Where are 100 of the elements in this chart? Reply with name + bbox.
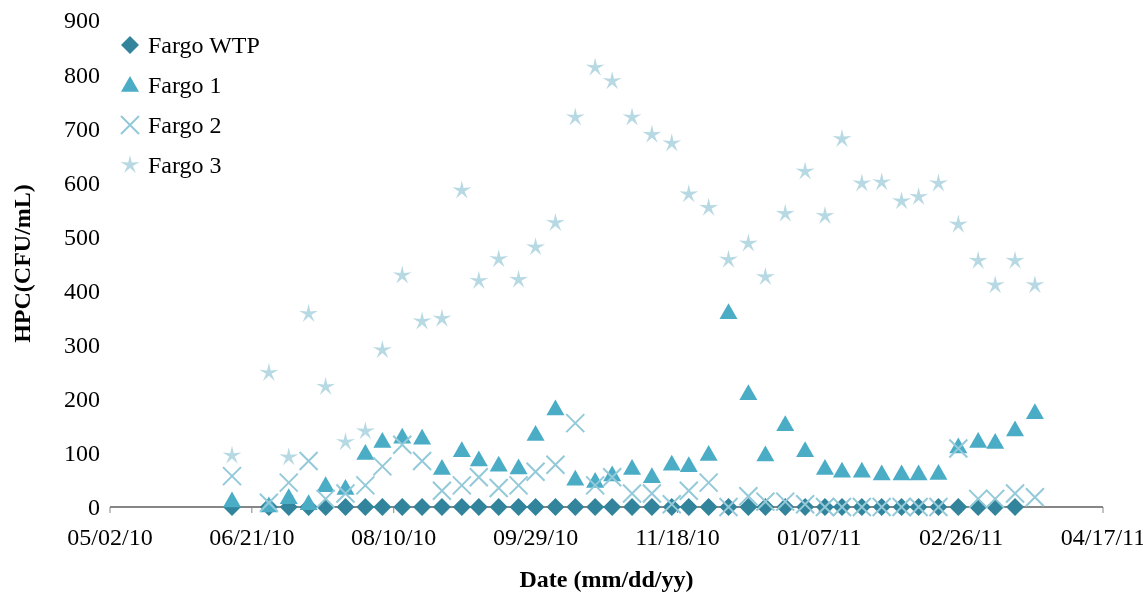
point [909, 186, 929, 206]
point [679, 498, 698, 516]
point [469, 270, 489, 289]
point [739, 498, 758, 516]
point [372, 456, 393, 477]
point [776, 415, 795, 431]
point [222, 445, 242, 464]
point [526, 424, 545, 441]
point [872, 172, 892, 191]
point [602, 71, 622, 90]
point [545, 212, 565, 232]
point [335, 432, 355, 451]
point [526, 498, 545, 516]
point [279, 488, 298, 505]
point [929, 463, 948, 480]
x-tick-label: 02/26/11 [918, 524, 1004, 550]
point [509, 458, 528, 475]
point [948, 214, 968, 233]
point [795, 161, 815, 180]
point [431, 480, 452, 501]
point [489, 455, 508, 472]
point [565, 107, 585, 126]
point [699, 444, 718, 461]
point [756, 445, 775, 462]
point [718, 249, 739, 268]
point [489, 249, 509, 268]
point [986, 433, 1005, 449]
point [299, 494, 318, 510]
point [468, 467, 489, 488]
point [413, 498, 432, 516]
y-tick-label: 600 [64, 169, 100, 196]
point [413, 428, 432, 445]
point [373, 498, 392, 516]
point [739, 384, 758, 401]
legend-label: Fargo 3 [148, 152, 222, 179]
point [452, 441, 471, 457]
point [316, 376, 336, 395]
point [355, 421, 375, 440]
point [509, 498, 528, 516]
point [566, 469, 585, 486]
point [832, 461, 851, 478]
point [1006, 498, 1025, 516]
point [872, 464, 891, 481]
point [335, 483, 356, 504]
point [719, 303, 738, 319]
point [642, 467, 661, 483]
point [432, 308, 452, 327]
point [892, 191, 912, 210]
point [373, 431, 392, 448]
x-tick-label: 01/07/11 [777, 524, 862, 550]
point [315, 488, 336, 509]
point [469, 450, 488, 467]
point [412, 311, 432, 330]
point [603, 498, 622, 516]
point [432, 459, 451, 475]
point [796, 441, 815, 457]
point [392, 434, 413, 455]
legend-label: Fargo WTP [148, 32, 260, 59]
point [679, 184, 699, 203]
point [452, 498, 471, 516]
point [545, 454, 566, 475]
point [679, 456, 698, 473]
point [1025, 275, 1045, 294]
point [355, 475, 376, 496]
x-tick-label: 08/10/10 [351, 524, 437, 550]
point [1024, 487, 1045, 508]
y-tick-label: 900 [64, 7, 100, 34]
point [948, 438, 969, 459]
point [602, 467, 623, 488]
point [775, 203, 795, 222]
point [662, 133, 682, 152]
point [356, 443, 375, 460]
point [642, 498, 661, 516]
y-tick-label: 400 [64, 277, 100, 304]
point [299, 303, 319, 322]
point [738, 233, 758, 252]
x-tick-label: 06/21/10 [209, 524, 295, 550]
point [316, 476, 335, 493]
point [565, 413, 586, 434]
point [662, 454, 681, 471]
point [509, 269, 529, 288]
point [623, 498, 642, 516]
point [985, 275, 1005, 294]
point [852, 461, 871, 478]
point [585, 475, 606, 496]
x-tick-label: 11/18/10 [635, 524, 720, 550]
point [586, 498, 605, 516]
point [699, 197, 719, 216]
y-tick-label: 500 [64, 223, 100, 250]
point [356, 498, 375, 516]
x-tick-label: 09/29/10 [492, 524, 579, 550]
point [949, 498, 968, 516]
point [832, 129, 852, 148]
point [412, 451, 433, 472]
point [738, 486, 759, 507]
legend-label: Fargo 2 [148, 112, 222, 139]
y-tick-label: 700 [64, 115, 100, 142]
point [279, 447, 299, 466]
point [259, 362, 279, 381]
point [489, 498, 508, 516]
